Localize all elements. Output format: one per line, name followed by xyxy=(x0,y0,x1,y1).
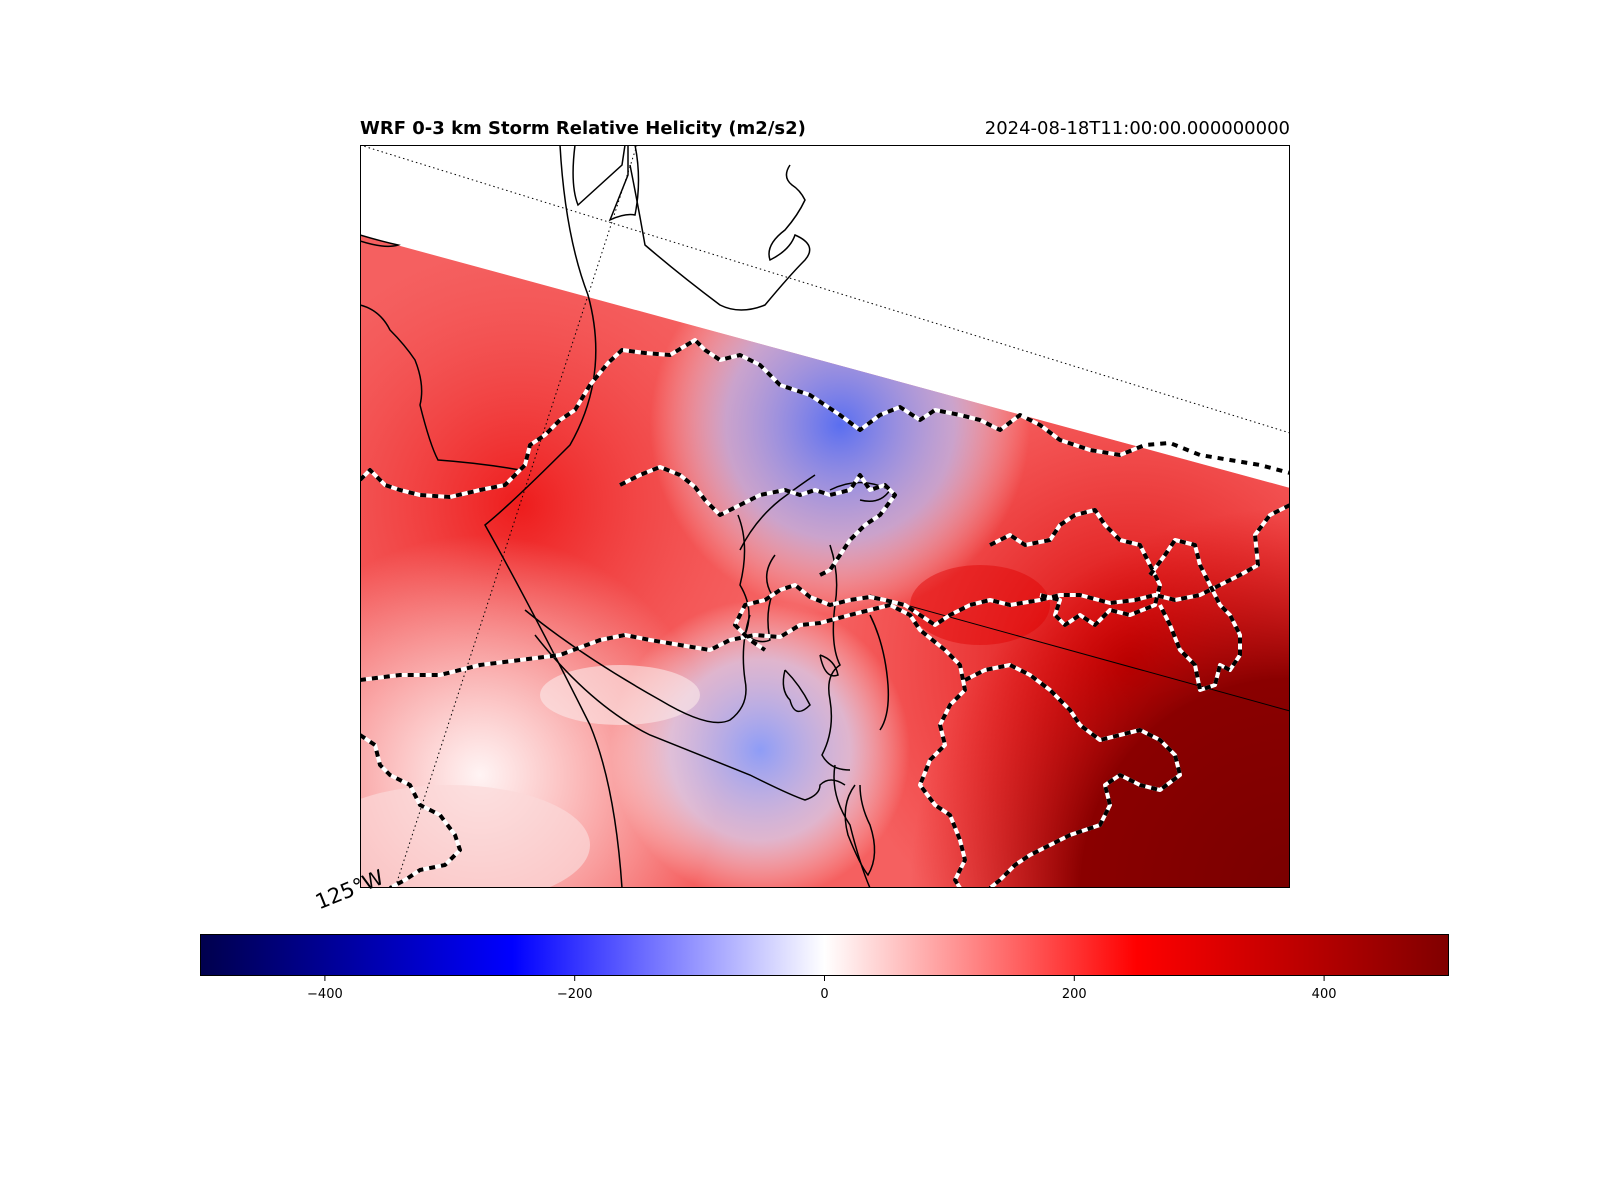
helicity-map xyxy=(360,145,1290,888)
colorbar-tick-label: −200 xyxy=(557,987,593,1002)
colorbar xyxy=(200,934,1449,976)
coastlines xyxy=(360,145,892,888)
helicity-field xyxy=(360,235,1290,888)
border-line xyxy=(869,594,1290,712)
plot-title: WRF 0-3 km Storm Relative Helicity (m2/s… xyxy=(360,118,806,139)
colorbar-tick-label: 0 xyxy=(820,987,828,1002)
graticule xyxy=(360,145,1290,888)
helicity-contour xyxy=(360,338,1290,888)
colorbar-tick-label: 200 xyxy=(1062,987,1087,1002)
colorbar-tick-label: 400 xyxy=(1312,987,1337,1002)
map-frame xyxy=(360,145,1290,888)
colorbar-tick-label: −400 xyxy=(307,987,343,1002)
valid-time: 2024-08-18T11:00:00.000000000 xyxy=(984,118,1290,139)
longitude-label: 125°W xyxy=(312,865,388,915)
colorbar-axis: −400 −200 0 200 400 xyxy=(307,976,1337,1002)
